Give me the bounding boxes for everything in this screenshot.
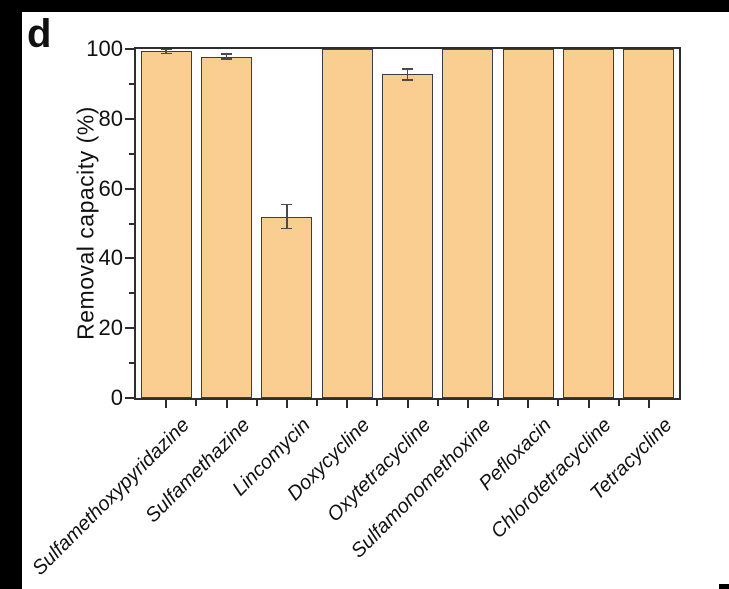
y-axis-tick-label: 60: [98, 175, 123, 201]
error-bar: [402, 79, 413, 81]
bar: [201, 56, 252, 398]
x-axis-minor-tick: [376, 400, 379, 406]
error-bar: [281, 227, 293, 230]
y-axis-minor-tick: [129, 152, 134, 155]
y-axis-tick-label: 80: [98, 105, 123, 131]
error-bar: [225, 54, 228, 59]
y-axis-minor-tick: [129, 292, 134, 295]
bar-series: [136, 48, 679, 398]
x-axis-major-tick: [165, 400, 168, 408]
bar: [442, 49, 494, 398]
y-axis-major-tick: [125, 327, 134, 330]
x-axis-minor-tick: [497, 400, 499, 406]
x-axis-minor-tick: [617, 400, 620, 406]
bar: [261, 216, 313, 398]
error-bar: [402, 68, 413, 70]
y-axis-minor-tick: [129, 222, 134, 225]
error-bar: [221, 58, 232, 60]
figure-border-left: [0, 0, 22, 589]
bar: [502, 49, 554, 398]
x-axis-major-tick: [527, 400, 530, 408]
y-axis-major-tick: [125, 117, 134, 120]
y-axis-title: Removal capacity (%): [72, 106, 99, 340]
y-axis-major-tick: [125, 257, 134, 260]
y-axis-major-tick: [125, 187, 134, 190]
x-axis-minor-tick: [557, 400, 560, 406]
y-axis-minor-tick: [129, 82, 134, 85]
error-bar: [160, 52, 172, 55]
bar: [382, 74, 433, 398]
y-axis-tick-label: 0: [110, 385, 123, 410]
bar: [140, 51, 192, 398]
y-axis-major-tick: [125, 48, 134, 50]
bar: [563, 49, 614, 398]
error-bar: [165, 50, 167, 53]
x-axis-minor-tick: [316, 400, 318, 406]
y-axis-tick-label: 40: [98, 245, 123, 271]
error-bar: [406, 69, 409, 80]
y-axis-minor-tick: [129, 362, 134, 365]
x-axis-major-tick: [285, 400, 288, 408]
bar: [623, 49, 675, 398]
y-axis-tick-label: 20: [98, 315, 123, 341]
error-bar: [160, 48, 172, 51]
panel-label: d: [27, 12, 52, 56]
x-axis-major-tick: [346, 400, 349, 408]
x-axis-major-tick: [587, 400, 590, 408]
x-axis-major-tick: [225, 400, 228, 408]
x-axis-major-tick: [466, 400, 469, 408]
y-axis-tick-label: 100: [86, 36, 123, 61]
x-axis-minor-tick: [195, 400, 198, 406]
bar: [321, 49, 373, 398]
error-bar: [281, 203, 293, 206]
x-axis-major-tick: [647, 400, 650, 408]
x-axis-minor-tick: [255, 400, 258, 406]
error-bar: [286, 205, 288, 228]
figure-border-top: [0, 0, 729, 12]
figure-border-corner: [719, 584, 729, 589]
y-axis-major-tick: [125, 397, 134, 399]
x-axis-major-tick: [406, 400, 409, 408]
x-axis-minor-tick: [436, 400, 439, 406]
error-bar: [221, 53, 232, 55]
